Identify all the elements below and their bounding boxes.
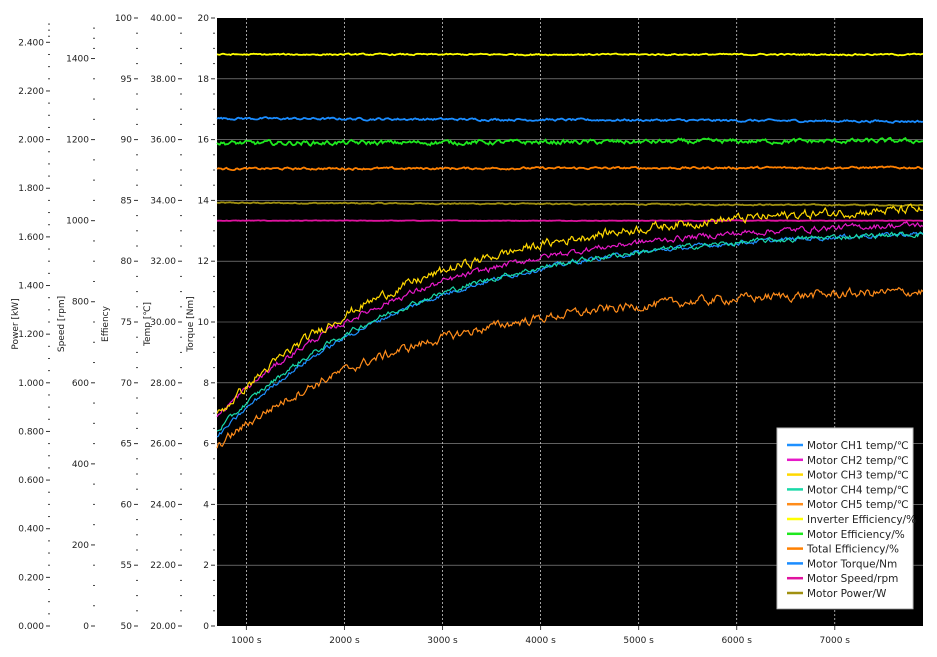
- y-tick-label-temp-3: 26.00: [150, 440, 176, 450]
- series-line-10: [216, 201, 923, 207]
- series-line-5: [216, 52, 924, 57]
- series-line-6: [216, 136, 924, 147]
- y-tick-label-temp-9: 38.00: [150, 75, 176, 85]
- legend-label-8: Motor Torque/Nm: [807, 558, 897, 570]
- y-tick-label-torque-6: 12: [198, 257, 209, 267]
- y-tick-label-speed-2: 400: [72, 460, 89, 470]
- series-line-7: [216, 165, 924, 172]
- x-tick-label-5: 6000 s: [721, 636, 752, 646]
- y-tick-label-torque-4: 8: [203, 379, 209, 389]
- y-tick-label-power-11: 2.200: [18, 87, 44, 97]
- x-tick-label-3: 4000 s: [525, 636, 556, 646]
- x-tick-label-2: 3000 s: [427, 636, 458, 646]
- y-tick-label-speed-6: 1200: [66, 136, 89, 146]
- y-tick-label-efficiency-5: 75: [121, 318, 132, 328]
- y-tick-label-power-0: 0.000: [18, 622, 44, 632]
- legend-label-0: Motor CH1 temp/℃: [807, 440, 909, 452]
- series-line-1: [216, 221, 924, 418]
- series-group: [216, 52, 924, 449]
- y-tick-label-temp-1: 22.00: [150, 561, 176, 571]
- y-tick-label-efficiency-10: 100: [115, 14, 132, 24]
- y-tick-label-power-8: 1.600: [18, 233, 44, 243]
- legend-label-2: Motor CH3 temp/℃: [807, 470, 909, 482]
- y-tick-label-efficiency-4: 70: [121, 379, 133, 389]
- legend-label-3: Motor CH4 temp/℃: [807, 484, 909, 496]
- y-tick-label-torque-1: 2: [203, 561, 209, 571]
- y-axis-title-temp: Temp [℃]: [143, 302, 153, 347]
- y-tick-label-torque-7: 14: [198, 196, 210, 206]
- y-tick-label-temp-8: 36.00: [150, 136, 176, 146]
- y-tick-label-torque-10: 20: [198, 14, 210, 24]
- y-tick-label-torque-8: 16: [198, 136, 210, 146]
- y-axis-title-torque: Torque [Nm]: [186, 296, 196, 352]
- y-tick-label-torque-9: 18: [198, 75, 210, 85]
- legend-label-9: Motor Speed/rpm: [807, 573, 898, 585]
- y-tick-label-power-9: 1.800: [18, 184, 44, 194]
- y-tick-label-speed-1: 200: [72, 541, 89, 551]
- y-tick-label-efficiency-1: 55: [121, 561, 132, 571]
- legend-label-1: Motor CH2 temp/℃: [807, 455, 909, 467]
- series-line-4: [216, 286, 924, 449]
- legend-label-5: Inverter Efficiency/%: [807, 514, 916, 526]
- y-tick-label-power-3: 0.600: [18, 476, 44, 486]
- y-tick-label-efficiency-6: 80: [121, 257, 133, 267]
- y-tick-label-power-12: 2.400: [18, 38, 44, 48]
- y-tick-label-power-10: 2.000: [18, 136, 44, 146]
- y-tick-label-torque-2: 4: [203, 500, 209, 510]
- y-tick-label-efficiency-9: 95: [121, 75, 132, 85]
- x-tick-label-1: 2000 s: [329, 636, 360, 646]
- y-axes: 0.000 0.200 0.400 0.600 0.800 1.000 1.200 1.400…: [11, 14, 215, 632]
- series-line-8: [216, 116, 924, 124]
- y-tick-label-power-6: 1.200: [18, 330, 44, 340]
- y-tick-label-efficiency-3: 65: [121, 440, 132, 450]
- y-tick-label-speed-5: 1000: [66, 217, 89, 227]
- y-tick-label-temp-10: 40.00: [150, 14, 176, 24]
- y-tick-label-torque-5: 10: [198, 318, 210, 328]
- y-tick-label-temp-0: 20.00: [150, 622, 176, 632]
- y-tick-label-temp-4: 28.00: [150, 379, 176, 389]
- y-tick-label-speed-7: 1400: [66, 55, 89, 65]
- y-tick-label-efficiency-0: 50: [121, 622, 133, 632]
- series-line-0: [216, 231, 924, 438]
- x-tick-label-6: 7000 s: [820, 636, 851, 646]
- y-tick-label-torque-3: 6: [203, 440, 209, 450]
- x-tick-label-0: 1000 s: [231, 636, 262, 646]
- legend-label-6: Motor Efficiency/%: [807, 529, 905, 541]
- y-tick-label-power-5: 1.000: [18, 379, 44, 389]
- y-tick-label-temp-6: 32.00: [150, 257, 176, 267]
- legend-label-10: Motor Power/W: [807, 588, 887, 600]
- y-tick-label-efficiency-8: 90: [121, 136, 133, 146]
- y-tick-label-efficiency-7: 85: [121, 196, 132, 206]
- y-tick-label-power-7: 1.400: [18, 282, 44, 292]
- y-tick-label-power-2: 0.400: [18, 525, 44, 535]
- y-tick-label-torque-0: 0: [203, 622, 209, 632]
- y-tick-label-power-1: 0.200: [18, 573, 44, 583]
- y-tick-label-power-4: 0.800: [18, 427, 44, 437]
- legend: Motor CH1 temp/℃ Motor CH2 temp/℃ Motor CH…: [776, 427, 916, 610]
- y-tick-label-speed-0: 0: [83, 622, 89, 632]
- legend-label-7: Total Efficiency/%: [806, 544, 899, 556]
- y-axis-title-speed: Speed [rpm]: [57, 296, 67, 352]
- y-tick-label-temp-7: 34.00: [150, 196, 176, 206]
- x-tick-label-4: 5000 s: [623, 636, 654, 646]
- y-tick-label-temp-5: 30.00: [150, 318, 176, 328]
- y-tick-label-temp-2: 24.00: [150, 500, 176, 510]
- y-tick-label-speed-4: 800: [72, 298, 89, 308]
- legend-label-4: Motor CH5 temp/℃: [807, 499, 909, 511]
- y-tick-label-speed-3: 600: [72, 379, 89, 389]
- y-axis-title-efficiency: Effiency: [101, 305, 111, 342]
- y-tick-label-efficiency-2: 60: [121, 500, 133, 510]
- x-axis: 1000 s 2000 s 3000 s 4000 s 5000 s 6000 s 7000…: [231, 626, 850, 646]
- series-line-3: [216, 231, 924, 432]
- series-line-2: [216, 203, 924, 414]
- series-line-9: [216, 219, 924, 223]
- y-axis-title-power: Power [kW]: [11, 298, 21, 349]
